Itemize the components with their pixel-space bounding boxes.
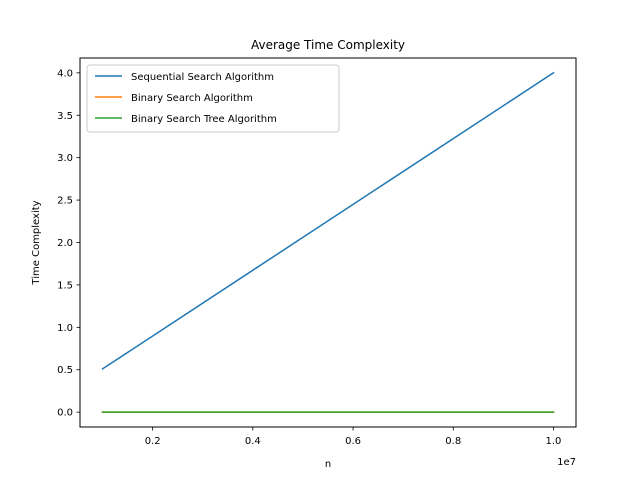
x-tick-label: 0.2 [145, 436, 161, 447]
y-tick-label: 1.5 [57, 280, 73, 291]
series-line-0 [101, 71, 555, 370]
x-axis: 0.2 0.4 0.6 0.8 1.0 [145, 427, 562, 447]
y-tick-label: 3.5 [57, 111, 73, 122]
x-tick-label: 1.0 [546, 436, 562, 447]
legend-label-1: Binary Search Algorithm [131, 93, 253, 104]
x-axis-label: n [325, 459, 331, 470]
y-tick-label: 2.0 [57, 238, 73, 249]
legend-label-2: Binary Search Tree Algorithm [131, 114, 277, 125]
x-tick-label: 0.4 [245, 436, 261, 447]
y-axis: 0.0 0.5 1.0 1.5 2.0 2.5 3.0 3.5 4.0 [57, 68, 80, 419]
x-tick-label: 0.8 [445, 436, 461, 447]
legend-label-0: Sequential Search Algorithm [131, 72, 274, 83]
y-tick-label: 0.5 [57, 365, 73, 376]
legend-frame [86, 64, 340, 133]
y-tick-label: 4.0 [57, 68, 73, 79]
legend: Sequential Search Algorithm Binary Search… [86, 64, 340, 133]
y-tick-label: 2.5 [57, 196, 73, 207]
y-tick-label: 1.0 [57, 323, 73, 334]
x-tick-label: 0.6 [345, 436, 361, 447]
plot-area [101, 71, 555, 413]
y-tick-label: 0.0 [57, 408, 73, 419]
y-axis-label: Time Complexity [31, 200, 42, 285]
chart-title: Average Time Complexity [251, 38, 405, 52]
y-tick-label: 3.0 [57, 153, 73, 164]
x-axis-offset-label: 1e7 [557, 457, 576, 468]
